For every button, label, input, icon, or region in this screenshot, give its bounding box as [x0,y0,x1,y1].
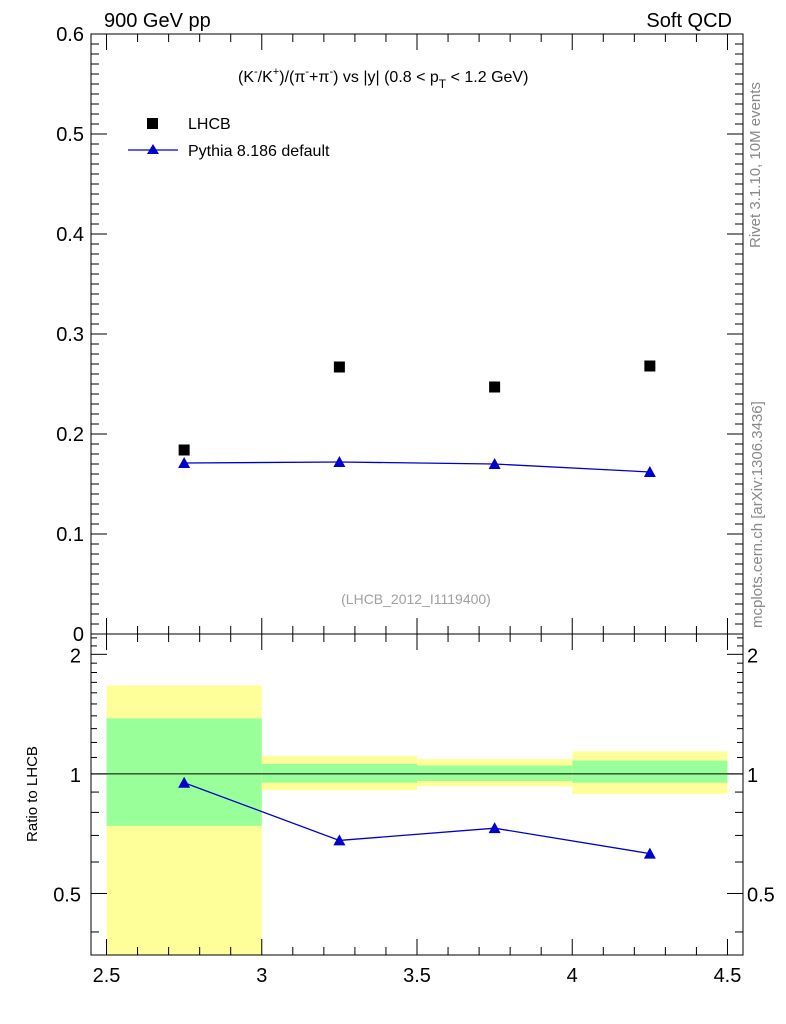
inner-band [106,718,262,826]
main-panel: 0 0.1 0.2 0.3 0.4 0.5 0.6 (K-/K+)/(π-+π-) vs |… [56,24,744,646]
ratio-panel: 0.5 0.5 1 1 2 2 2.5 3 3.5 4 4.5 Ratio to LHCB [24,633,775,987]
ratio-y-tick-label-right: 1 [747,765,758,787]
mcplots-label: mcplots.cern.ch [arXiv:1306.3436] [749,401,766,628]
data-point [178,444,190,456]
ratio-mc-point [333,834,346,846]
legend-marker-pythia [147,144,159,154]
ratio-frame [90,633,744,956]
mc-point [643,466,656,477]
ratio-mc-point [178,776,191,788]
mc-point [488,458,501,469]
main-title: (K-/K+)/(π-+π-) vs |y| (0.8 < pT < 1.2 G… [238,66,528,91]
header-right-label: Soft QCD [646,10,732,32]
data-point [644,360,656,372]
ratio-y-tick-label-right: 2 [747,645,758,667]
ratio-mc-line [183,782,650,855]
ratio-ticks [91,634,743,955]
ratio-y-tick-label-left: 0.5 [53,884,81,906]
legend-label-lhcb: LHCB [188,116,231,133]
ratio-y-axis-label: Ratio to LHCB [24,746,41,842]
inner-band [572,760,728,783]
inner-band [261,763,417,783]
mc-point [333,456,346,467]
mc-line [184,461,650,473]
ratio-y-tick-label-right: 0.5 [747,884,775,906]
x-tick-label: 4 [567,965,578,987]
main-y-tick-label: 0.5 [56,124,84,146]
main-y-tick-label: 0.6 [56,24,84,46]
ratio-uncertainty-bands [106,685,728,955]
ratio-y-tick-labels: 0.5 0.5 1 1 2 2 [53,645,775,906]
ratio-y-tick-label-left: 2 [70,645,81,667]
ratio-mc-point [643,847,656,859]
x-tick-label: 3.5 [403,965,431,987]
main-y-tick-label: 0.2 [56,424,84,446]
analysis-watermark: (LHCB_2012_I1119400) [341,591,491,607]
x-tick-label: 4.5 [714,965,742,987]
mc-point [178,457,191,468]
main-y-tick-labels: 0 0.1 0.2 0.3 0.4 0.5 0.6 [56,24,84,646]
main-y-tick-label: 0.1 [56,524,84,546]
inner-band [417,765,573,781]
ratio-series [178,776,656,859]
data-point [489,381,501,393]
legend-marker-lhcb [147,118,158,129]
header-left-label: 900 GeV pp [104,10,211,32]
x-tick-label: 3 [256,965,267,987]
legend: LHCB Pythia 8.186 default [128,116,330,160]
main-y-tick-label: 0.4 [56,224,84,246]
main-series [178,360,656,477]
ratio-mc-point [488,822,501,834]
x-tick-labels: 2.5 3 3.5 4 4.5 [93,965,742,987]
data-point [333,361,345,373]
legend-label-pythia: Pythia 8.186 default [188,143,330,160]
main-y-tick-label: 0.3 [56,324,84,346]
main-y-tick-label: 0 [73,624,84,646]
rivet-version-label: Rivet 3.1.10, 10M events [747,82,764,248]
ratio-y-tick-label-left: 1 [70,765,81,787]
main-ticks [91,33,743,635]
x-tick-label: 2.5 [93,965,121,987]
